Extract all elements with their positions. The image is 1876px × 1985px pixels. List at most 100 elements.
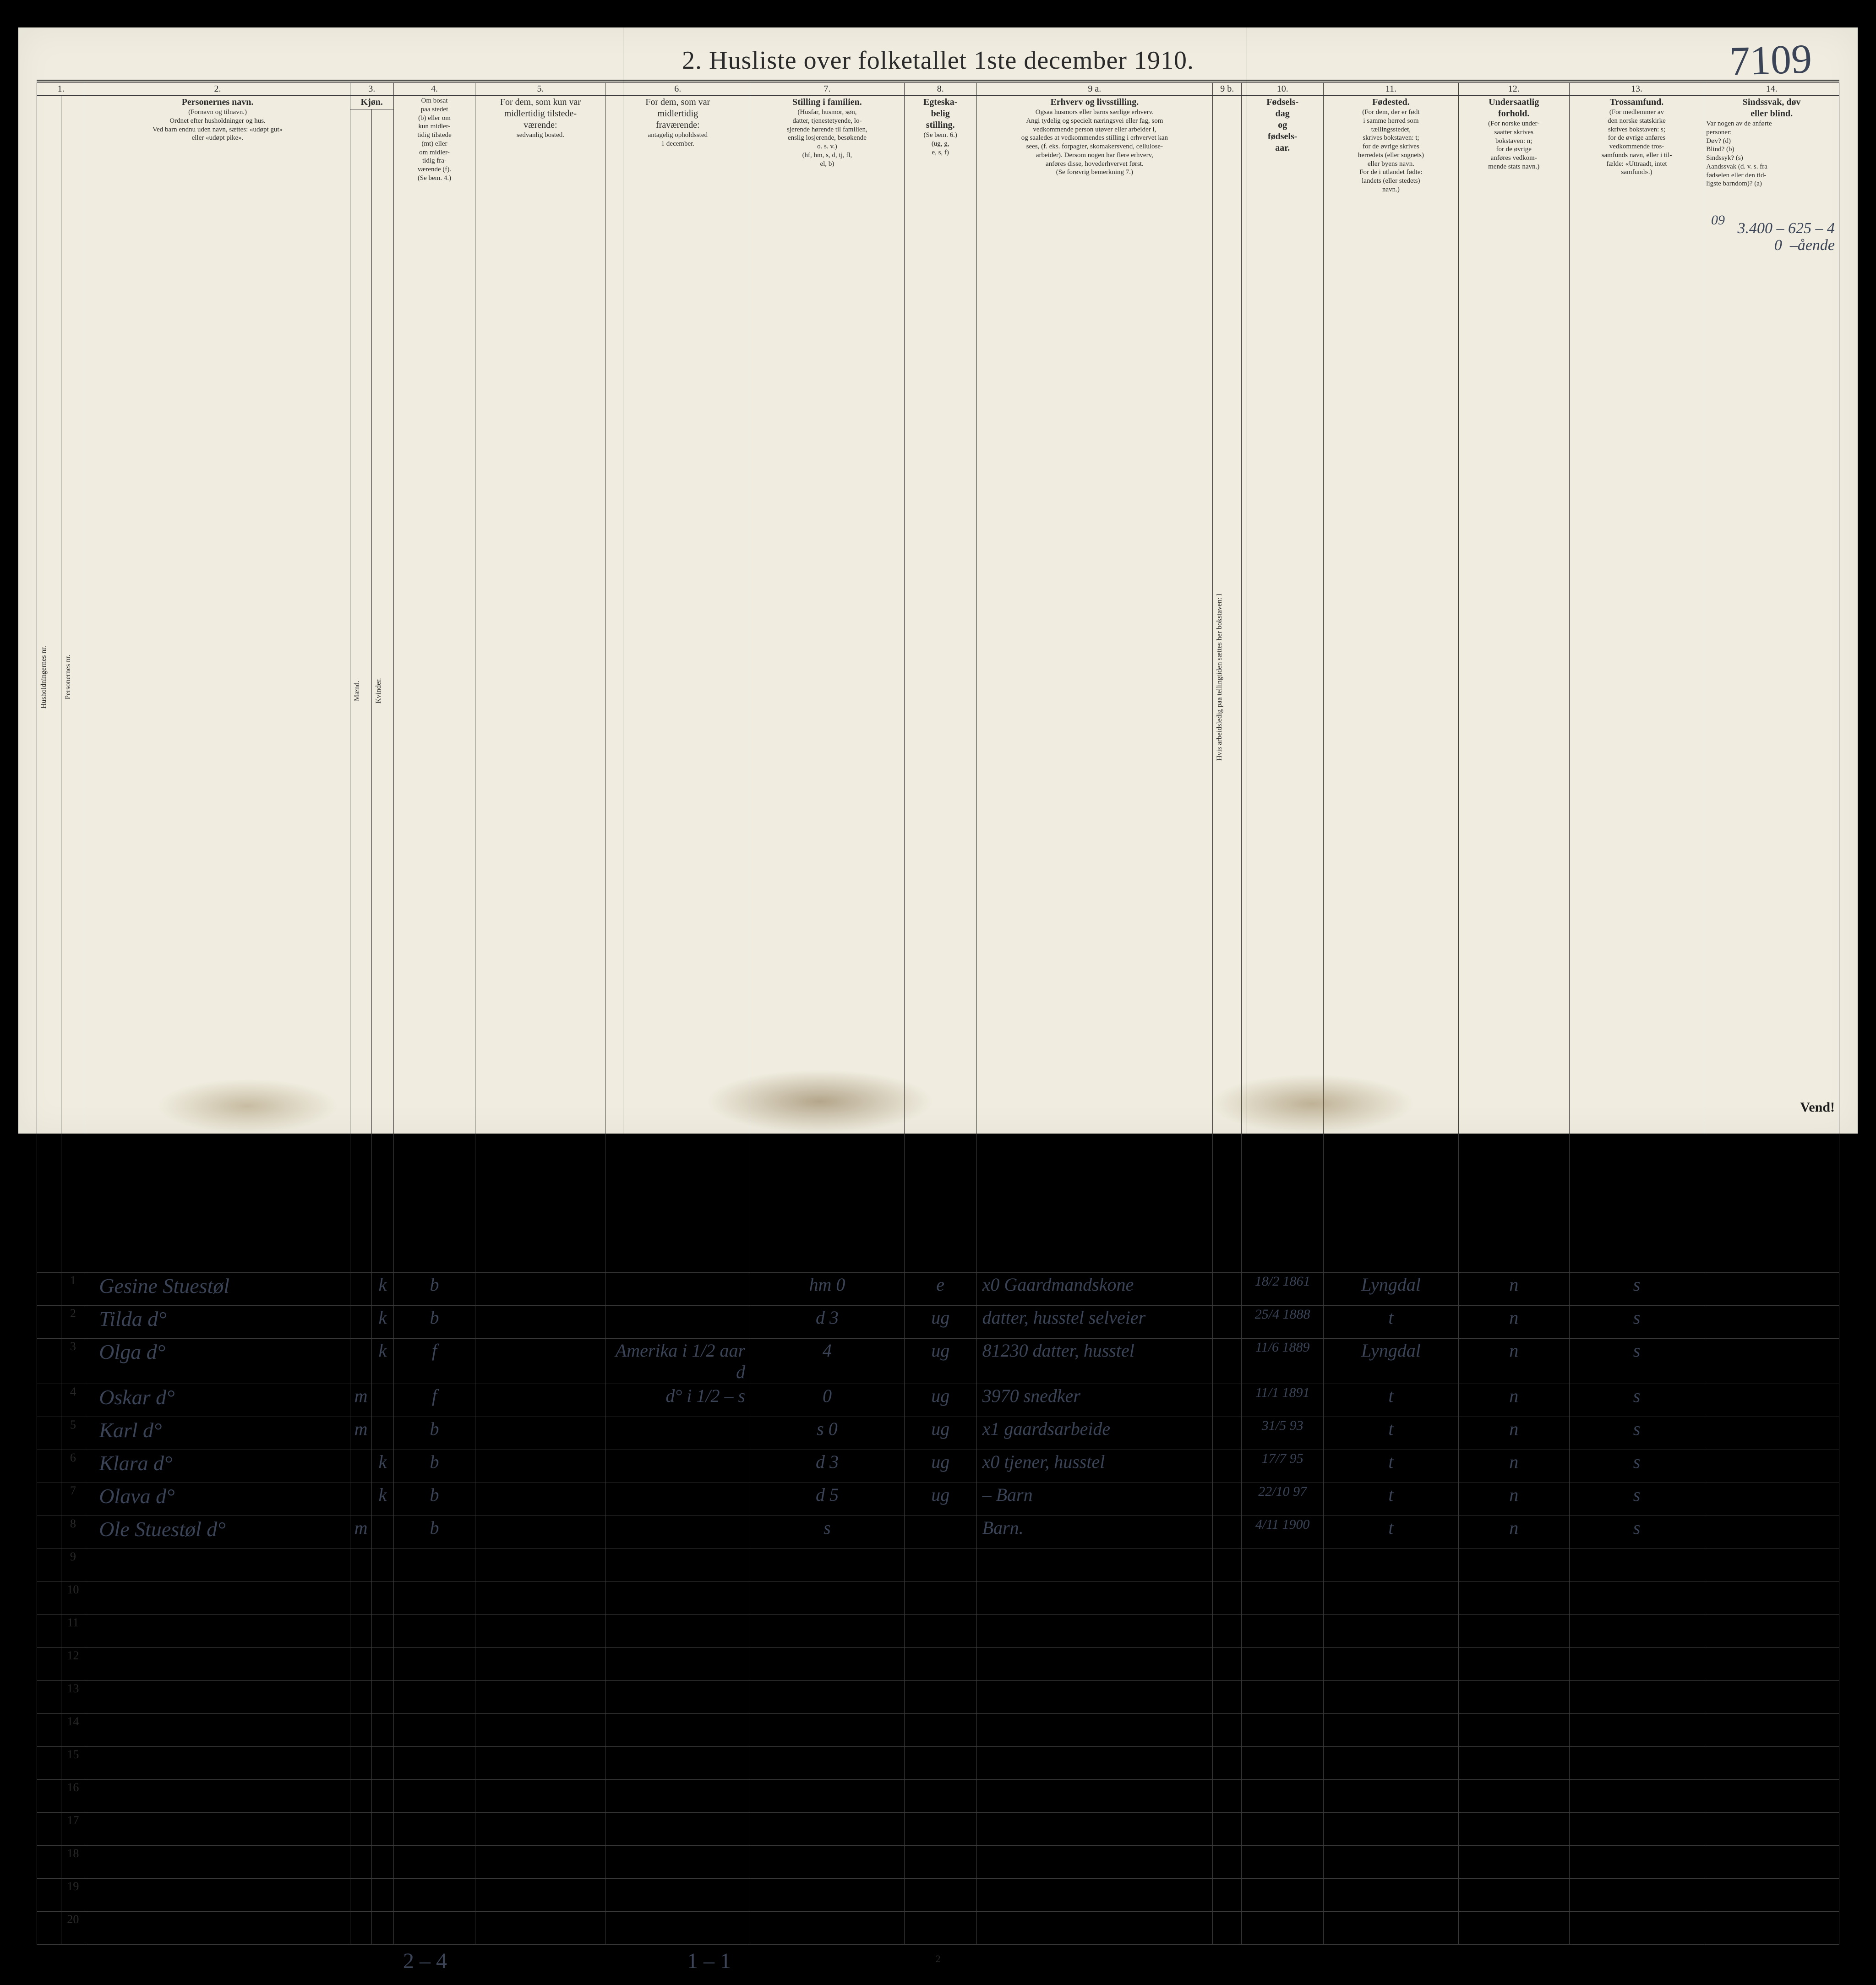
cell-blank	[1458, 1582, 1569, 1615]
cell-blank	[85, 1912, 350, 1945]
cell-blank	[393, 1549, 475, 1582]
cell-blank	[475, 1747, 605, 1780]
cell-occupation: x1 gaardsarbeide	[976, 1417, 1213, 1450]
cell-blank	[1704, 1813, 1839, 1846]
cell-blank	[976, 1615, 1213, 1648]
cell-name: Gesine Stuestøl	[85, 1273, 350, 1306]
cell-household-nr	[37, 1846, 61, 1879]
cell-sex-m	[350, 1339, 371, 1384]
cell-household-nr	[37, 1384, 61, 1417]
cell-blank	[85, 1681, 350, 1714]
col-header-male: Mænd.	[350, 109, 371, 1273]
cell-birthdate: 22/10 97	[1242, 1483, 1324, 1516]
handwritten-tally-mid: 1 – 1	[687, 1948, 731, 1974]
cell-birthplace: t	[1324, 1483, 1459, 1516]
cell-blank	[393, 1615, 475, 1648]
cell-blank	[904, 1648, 976, 1681]
cell-blank	[1242, 1615, 1324, 1648]
cell-blank	[350, 1846, 371, 1879]
cell-household-nr	[37, 1648, 61, 1681]
cell-blank	[976, 1681, 1213, 1714]
cell-birthplace: Lyngdal	[1324, 1273, 1459, 1306]
cell-person-nr: 3	[61, 1339, 85, 1384]
table-row: 1Gesine Stuestølkbhm 0ex0 Gaardmandskone…	[37, 1273, 1839, 1306]
cell-sex-m	[350, 1273, 371, 1306]
cell-blank	[1569, 1747, 1704, 1780]
col-header-sex: Kjøn.	[350, 96, 393, 109]
cell-blank	[1704, 1846, 1839, 1879]
cell-blank	[1458, 1747, 1569, 1780]
col-header-disability: Sindssvak, døv eller blind. Var nogen av…	[1704, 96, 1839, 1273]
cell-blank	[393, 1582, 475, 1615]
cell-blank	[605, 1846, 750, 1879]
cell-birthplace: Lyngdal	[1324, 1339, 1459, 1384]
cell-blank	[1324, 1747, 1459, 1780]
cell-blank	[1242, 1846, 1324, 1879]
cell-blank	[85, 1648, 350, 1681]
cell-sex-k: k	[372, 1450, 393, 1483]
cell-blank	[1213, 1846, 1242, 1879]
cell-blank	[1458, 1912, 1569, 1945]
cell-blank	[1458, 1648, 1569, 1681]
cell-blank	[1213, 1714, 1242, 1747]
cell-unemployed	[1213, 1450, 1242, 1483]
cell-person-nr: 15	[61, 1747, 85, 1780]
cell-temp-absent	[605, 1483, 750, 1516]
colnum: 14.	[1704, 83, 1839, 96]
cell-blank	[372, 1780, 393, 1813]
cell-blank	[1569, 1714, 1704, 1747]
cell-residence-status: b	[393, 1516, 475, 1549]
cell-blank	[1213, 1747, 1242, 1780]
cell-sex-k: k	[372, 1273, 393, 1306]
cell-blank	[393, 1747, 475, 1780]
cell-religion: s	[1569, 1450, 1704, 1483]
colnum: 11.	[1324, 83, 1459, 96]
cell-blank	[350, 1780, 371, 1813]
cell-marital: ug	[904, 1417, 976, 1450]
cell-name: Oskar d°	[85, 1384, 350, 1417]
cell-blank	[1324, 1681, 1459, 1714]
cell-occupation: x0 Gaardmandskone	[976, 1273, 1213, 1306]
cell-blank	[605, 1615, 750, 1648]
cell-household-nr	[37, 1681, 61, 1714]
cell-family-position: s	[750, 1516, 905, 1549]
table-row: 7Olava d°kbd 5ug– Barn22/10 97tns	[37, 1483, 1839, 1516]
cell-blank	[1458, 1681, 1569, 1714]
cell-residence-status: b	[393, 1417, 475, 1450]
cell-household-nr	[37, 1747, 61, 1780]
cell-birthplace: t	[1324, 1450, 1459, 1483]
colnum: 4.	[393, 83, 475, 96]
cell-family-position: hm 0	[750, 1273, 905, 1306]
cell-blank	[605, 1879, 750, 1912]
handwritten-margin-annotation: 09 3.400 – 625 – 4 0 –ående	[1738, 220, 1835, 254]
col-header-household-nr: Husholdningernes nr.	[37, 96, 61, 1273]
cell-citizenship: n	[1458, 1306, 1569, 1339]
cell-blank	[1242, 1780, 1324, 1813]
cell-blank	[350, 1582, 371, 1615]
cell-blank	[1213, 1879, 1242, 1912]
cell-citizenship: n	[1458, 1516, 1569, 1549]
census-table: 1. 2. 3. 4. 5. 6. 7. 8. 9 a. 9 b. 10. 11…	[37, 82, 1839, 1945]
table-row: 2Tilda d°kbd 3ugdatter, husstel selveier…	[37, 1306, 1839, 1339]
cell-blank	[976, 1912, 1213, 1945]
cell-blank	[350, 1681, 371, 1714]
cell-blank	[976, 1879, 1213, 1912]
cell-blank	[976, 1846, 1213, 1879]
cell-person-nr: 10	[61, 1582, 85, 1615]
cell-person-nr: 20	[61, 1912, 85, 1945]
cell-blank	[372, 1549, 393, 1582]
cell-blank	[750, 1615, 905, 1648]
handwritten-id-topright: 7109	[1729, 35, 1812, 85]
cell-blank	[1242, 1582, 1324, 1615]
cell-blank	[1213, 1912, 1242, 1945]
col-header-temp-present: For dem, som kun var midlertidig tilsted…	[475, 96, 605, 1273]
col-header-female: Kvinder.	[372, 109, 393, 1273]
cell-blank	[904, 1813, 976, 1846]
cell-blank	[85, 1714, 350, 1747]
cell-person-nr: 12	[61, 1648, 85, 1681]
cell-religion: s	[1569, 1273, 1704, 1306]
cell-occupation: Barn.	[976, 1516, 1213, 1549]
cell-disability	[1704, 1306, 1839, 1339]
colnum: 8.	[904, 83, 976, 96]
col-header-religion: Trossamfund. (For medlemmer av den norsk…	[1569, 96, 1704, 1273]
